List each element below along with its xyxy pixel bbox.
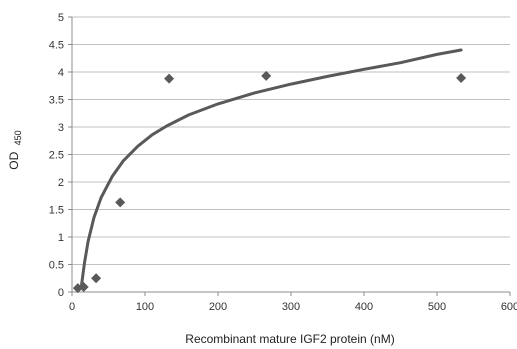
y-tick-label: 0.5 [49,260,64,272]
y-tick-label: 0 [58,287,64,299]
trendline [80,48,463,287]
x-tick-label: 400 [355,301,373,313]
x-axis-title: Recombinant mature IGF2 protein (nM) [185,332,394,346]
x-tick-label: 300 [282,301,300,313]
data-point [456,73,467,84]
x-tick-label: 600 [501,301,517,313]
y-tick-label: 4.5 [49,40,64,52]
y-tick-label: 5 [58,12,64,24]
y-tick-label: 1.5 [49,205,64,217]
data-point [115,197,126,208]
y-axis-title-main: OD [7,151,21,169]
x-tick-label: 500 [428,301,446,313]
tick-label-layer: 0 0.5 1 1.5 2 2.5 3 3.5 4 4.5 5 0 100 200 300 400 500 600 [49,12,517,313]
y-tick-label: 4 [58,67,64,79]
data-point [261,70,272,81]
y-tick-label: 2.5 [49,150,64,162]
y-tick-label: 3 [58,122,64,134]
x-tick-label: 0 [69,301,75,313]
data-point [164,73,175,84]
x-tick-label: 200 [209,301,227,313]
axis-layer [68,16,511,296]
data-point [78,282,89,293]
y-tick-label: 1 [58,232,64,244]
x-tick-label: 100 [136,301,154,313]
grid-layer [72,16,510,265]
y-tick-label: 3.5 [49,95,64,107]
data-point-layer [72,70,467,294]
y-axis-title-subscript: 450 [13,130,23,145]
y-axis-title: OD 450 [7,130,23,169]
y-tick-label: 2 [58,177,64,189]
data-point [91,273,102,284]
